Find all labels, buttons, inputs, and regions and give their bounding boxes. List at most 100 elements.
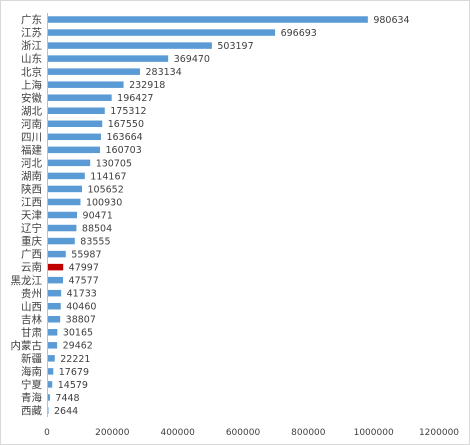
value-label: 17679 bbox=[59, 367, 89, 378]
bar-9 bbox=[47, 133, 101, 141]
bar-16 bbox=[47, 224, 77, 232]
x-tick-label: 1000000 bbox=[354, 428, 394, 438]
bar-17 bbox=[47, 237, 75, 245]
value-label: 30165 bbox=[63, 328, 93, 339]
bar-29 bbox=[47, 394, 50, 401]
bar-4 bbox=[47, 68, 140, 75]
category-label: 青海 bbox=[21, 391, 42, 404]
category-label: 上海 bbox=[21, 78, 42, 91]
category-label: 四川 bbox=[21, 131, 42, 143]
x-axis-ticks: 0 200000 400000 600000 800000 1000000 1200000 bbox=[44, 428, 459, 438]
x-tick-label: 1200000 bbox=[419, 428, 459, 438]
category-label: 江西 bbox=[21, 197, 42, 209]
category-label: 辽宁 bbox=[21, 222, 42, 235]
category-label: 江苏 bbox=[21, 26, 42, 39]
value-label: 196427 bbox=[117, 93, 153, 104]
value-label: 83555 bbox=[80, 236, 110, 247]
category-label: 贵州 bbox=[21, 287, 42, 300]
value-label: 38807 bbox=[66, 315, 96, 326]
value-label: 7448 bbox=[55, 393, 79, 404]
bar-1 bbox=[47, 29, 276, 36]
category-label: 山西 bbox=[21, 301, 42, 313]
value-label: 55987 bbox=[71, 250, 101, 261]
category-labels: 广东江苏浙江山东北京上海安徽湖北河南四川福建河北湖南陕西江西天津辽宁重庆广西云南… bbox=[11, 13, 43, 417]
category-label: 北京 bbox=[21, 65, 42, 78]
value-label: 696693 bbox=[281, 28, 317, 39]
bar-19 bbox=[47, 263, 64, 271]
category-label: 浙江 bbox=[21, 40, 42, 52]
bar-11 bbox=[47, 159, 91, 167]
value-label: 47997 bbox=[69, 263, 99, 274]
value-label: 503197 bbox=[217, 41, 253, 52]
bar-24 bbox=[47, 329, 58, 336]
bar-5 bbox=[47, 81, 124, 88]
bar-15 bbox=[47, 211, 78, 219]
value-label: 22221 bbox=[60, 354, 90, 365]
bar-23 bbox=[47, 316, 61, 323]
value-label: 90471 bbox=[83, 210, 113, 221]
category-label: 甘肃 bbox=[21, 326, 42, 339]
bar-10 bbox=[47, 146, 100, 154]
bars-layer bbox=[47, 16, 368, 414]
value-label: 2644 bbox=[54, 406, 78, 417]
value-label: 167550 bbox=[108, 119, 144, 130]
value-label: 40460 bbox=[66, 302, 96, 313]
value-label: 130705 bbox=[96, 158, 132, 169]
bar-3 bbox=[47, 55, 169, 62]
category-label: 西藏 bbox=[21, 405, 42, 417]
category-label: 内蒙古 bbox=[11, 339, 43, 352]
category-label: 宁夏 bbox=[21, 378, 42, 391]
value-labels: 980634 696693 503197 369470 283134 232918 1964… bbox=[54, 15, 410, 417]
value-label: 14579 bbox=[58, 380, 88, 391]
bar-26 bbox=[47, 355, 55, 362]
bar-22 bbox=[47, 302, 61, 310]
value-label: 41733 bbox=[67, 289, 97, 300]
value-label: 232918 bbox=[129, 80, 165, 91]
bar-28 bbox=[47, 381, 53, 388]
value-label: 283134 bbox=[145, 67, 181, 78]
bar-27 bbox=[47, 368, 54, 375]
category-label: 福建 bbox=[21, 143, 42, 156]
bar-20 bbox=[47, 276, 64, 284]
value-label: 163664 bbox=[106, 132, 142, 143]
category-label: 山东 bbox=[21, 52, 42, 65]
category-label: 安徽 bbox=[21, 91, 42, 104]
bar-21 bbox=[47, 289, 62, 297]
category-label: 湖南 bbox=[21, 170, 42, 183]
value-label: 369470 bbox=[174, 54, 210, 65]
category-label: 河北 bbox=[21, 157, 42, 169]
category-label: 河南 bbox=[21, 117, 42, 130]
bar-13 bbox=[47, 185, 83, 193]
category-label: 广东 bbox=[21, 13, 42, 26]
x-tick-label: 0 bbox=[44, 428, 50, 438]
x-tick-label: 800000 bbox=[291, 428, 326, 438]
category-label: 云南 bbox=[21, 261, 42, 274]
value-label: 160703 bbox=[106, 145, 142, 156]
category-label: 广西 bbox=[21, 249, 42, 261]
bar-8 bbox=[47, 120, 103, 128]
value-label: 105652 bbox=[88, 184, 124, 195]
value-label: 980634 bbox=[373, 15, 409, 26]
bar-18 bbox=[47, 250, 66, 258]
x-tick-label: 200000 bbox=[95, 428, 130, 438]
category-label: 天津 bbox=[21, 210, 42, 222]
x-tick-label: 400000 bbox=[160, 428, 195, 438]
category-label: 新疆 bbox=[21, 352, 42, 365]
value-label: 29462 bbox=[63, 341, 93, 352]
bar-0 bbox=[47, 16, 368, 23]
x-tick-label: 600000 bbox=[226, 428, 261, 438]
category-label: 湖北 bbox=[21, 105, 42, 117]
category-label: 陕西 bbox=[21, 183, 42, 196]
value-label: 114167 bbox=[90, 171, 126, 182]
bar-12 bbox=[47, 172, 85, 180]
category-label: 吉林 bbox=[21, 313, 42, 326]
bar-7 bbox=[47, 107, 105, 114]
category-label: 重庆 bbox=[21, 235, 42, 248]
bar-6 bbox=[47, 94, 112, 101]
value-label: 175312 bbox=[110, 106, 146, 117]
category-label: 黑龙江 bbox=[11, 274, 43, 287]
value-label: 47577 bbox=[69, 276, 99, 287]
value-label: 88504 bbox=[82, 223, 112, 234]
